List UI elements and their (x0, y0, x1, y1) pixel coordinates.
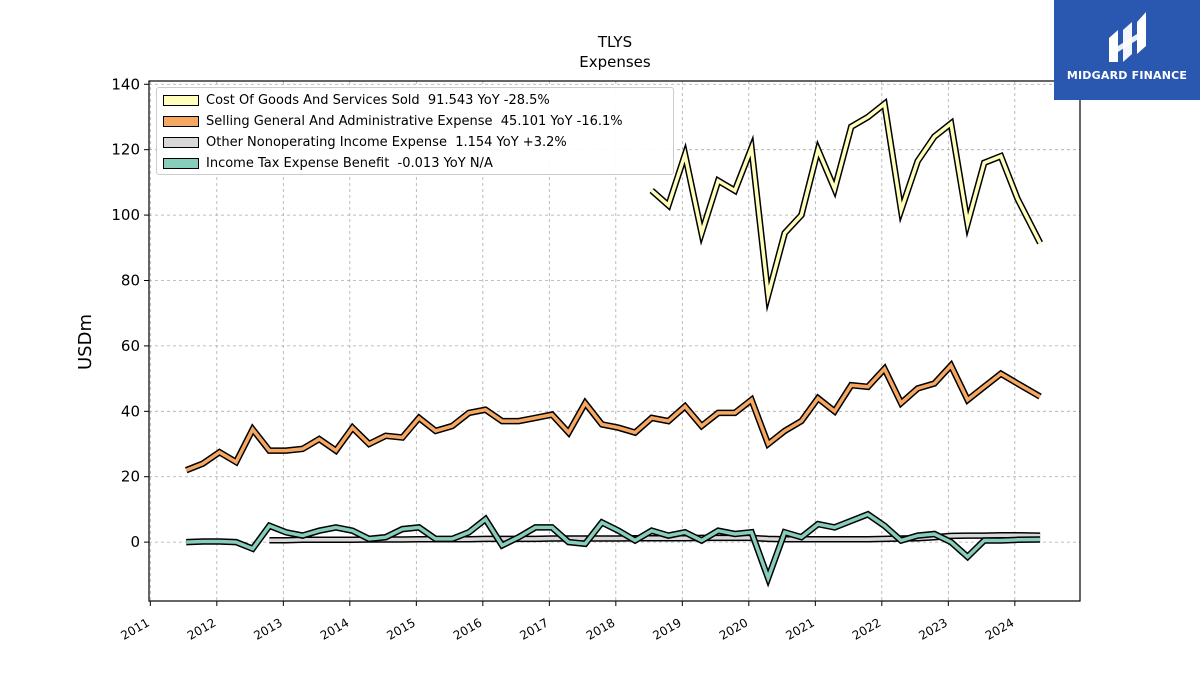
x-tick-label: 2015 (384, 615, 417, 642)
series-cogs-outline (649, 97, 1043, 313)
series-sga-outline (185, 359, 1042, 474)
legend-label-sga: Selling General And Administrative Expen… (206, 113, 623, 129)
legend-swatch-sga (163, 115, 199, 127)
x-tick-label: 2021 (783, 615, 816, 642)
legend: Cost Of Goods And Services Sold 91.543 Y… (156, 87, 674, 175)
x-tick-label: 2017 (517, 615, 550, 642)
y-tick-label: 120 (111, 141, 140, 159)
brand-logo: MIDGARD FINANCE (1054, 0, 1200, 100)
x-tick-label: 2012 (185, 615, 218, 642)
legend-label-income-tax: Income Tax Expense Benefit -0.013 YoY N/… (206, 155, 493, 171)
legend-item-income-tax: Income Tax Expense Benefit -0.013 YoY N/… (163, 154, 493, 172)
x-tick-label: 2016 (451, 615, 484, 642)
y-tick-label: 40 (121, 402, 140, 420)
legend-swatch-income-tax (163, 157, 199, 169)
x-tick-label: 2024 (983, 615, 1016, 642)
legend-label-cogs: Cost Of Goods And Services Sold 91.543 Y… (206, 92, 550, 108)
y-axis-label: USDm (75, 314, 96, 370)
legend-swatch-other-nonoperating (163, 136, 199, 148)
x-tick-label: 2020 (717, 615, 750, 642)
x-tick-label: 2019 (650, 615, 683, 642)
x-tick-label: 2018 (584, 615, 617, 642)
series-income-tax (186, 510, 1041, 588)
series-layer (185, 97, 1043, 588)
y-tick-label: 140 (111, 75, 140, 93)
x-tick-label: 2023 (916, 615, 949, 642)
plot-frame (148, 80, 1081, 602)
chart-subtitle: Expenses (579, 53, 651, 71)
y-tick-label: 80 (121, 271, 140, 289)
series-sga (185, 359, 1042, 474)
legend-item-cogs: Cost Of Goods And Services Sold 91.543 Y… (163, 91, 550, 109)
y-tick-label: 60 (121, 337, 140, 355)
x-tick-label: 2011 (118, 615, 151, 642)
legend-item-other-nonoperating: Other Nonoperating Income Expense 1.154 … (163, 133, 567, 151)
x-tick-label: 2014 (318, 615, 351, 642)
chart-title: TLYS (597, 33, 632, 51)
y-tick-label: 0 (130, 533, 140, 551)
series-income-tax-outline (186, 510, 1041, 588)
x-tick-label: 2013 (251, 615, 284, 642)
series-cogs (649, 97, 1043, 313)
x-tick-label: 2022 (850, 615, 883, 642)
legend-item-sga: Selling General And Administrative Expen… (163, 112, 623, 130)
y-tick-label: 20 (121, 468, 140, 486)
series-income-tax-line (186, 512, 1041, 584)
brand-logo-icon (1109, 12, 1146, 62)
y-tick-label: 100 (111, 206, 140, 224)
series-sga-line (185, 362, 1041, 472)
legend-label-other-nonoperating: Other Nonoperating Income Expense 1.154 … (206, 134, 567, 150)
legend-swatch-cogs (163, 94, 199, 106)
brand-name: MIDGARD FINANCE (1066, 69, 1188, 82)
series-cogs-line (650, 100, 1042, 305)
